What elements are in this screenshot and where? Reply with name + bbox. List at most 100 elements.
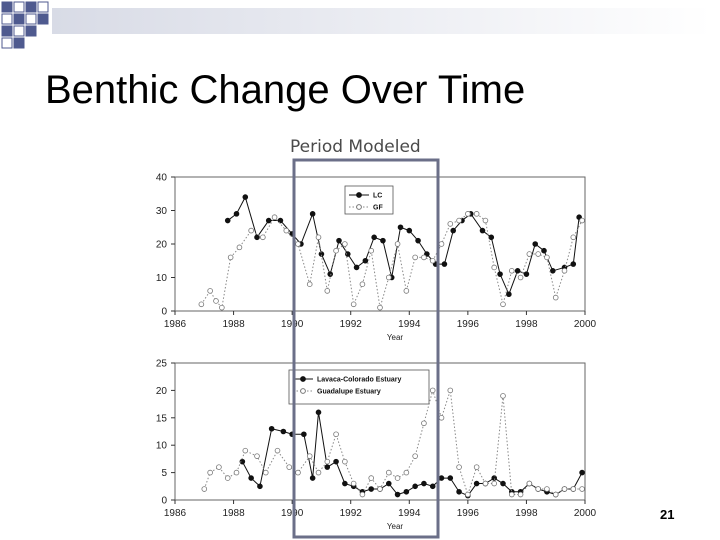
x-tick-label: 1986 [164,319,187,330]
data-point [465,211,471,217]
data-point [207,288,213,294]
x-axis-label: Year [387,333,404,342]
x-axis-label: Year [387,522,404,531]
data-point [333,247,339,254]
data-point [506,291,512,298]
header-square [13,1,25,13]
data-point [535,251,541,257]
data-point [271,214,278,221]
data-point [254,453,260,459]
data-point [412,254,418,261]
data-point [561,486,568,492]
data-point [301,431,307,438]
data-point [342,458,348,465]
data-point [541,247,547,254]
data-point [336,237,342,244]
data-point [198,301,205,308]
x-tick-label: 1990 [281,508,304,519]
chart-panel-1: 0 10 20 30 40 1986 1988 1990 1992 1994 1996 1998 200… [156,173,597,343]
data-point [438,241,445,247]
y-tick-label: 5 [161,468,167,479]
data-point [295,241,301,247]
data-point [248,475,254,481]
data-point [377,304,383,311]
data-point [552,491,559,498]
data-point [283,227,290,234]
y-tick-label: 0 [161,496,167,507]
data-point [517,274,524,281]
data-point [327,271,334,277]
data-point [532,241,539,247]
x-tick-label: 1990 [281,319,304,330]
data-point [403,488,410,495]
data-point [368,486,375,492]
legend-marker [356,204,362,210]
header-square [1,37,13,49]
data-point [368,475,375,481]
data-point [295,469,301,476]
header-square [25,25,37,37]
data-point [380,237,386,244]
data-point [342,241,348,247]
data-point [315,409,322,416]
data-point [268,425,275,432]
data-point [306,281,313,288]
data-point [350,480,357,487]
data-point [447,475,454,481]
data-point [309,475,316,481]
data-point [491,264,498,271]
legend-marker [300,388,306,394]
data-point [479,227,486,234]
x-tick-label: 1986 [164,508,187,519]
data-point [309,211,316,217]
data-point [254,234,260,241]
data-point [362,257,369,264]
data-point [456,217,462,224]
data-point [579,469,585,476]
data-point [441,261,448,267]
y-tick-label: 0 [161,307,167,318]
data-point [242,447,249,454]
legend-label: Lavaca-Colorado Estuary [317,377,402,384]
data-point [315,469,322,476]
data-point [344,251,351,257]
header-square [37,1,49,13]
data-point [465,491,471,498]
header-square [25,1,37,13]
header-square [1,13,13,25]
x-tick-label: 1996 [457,319,480,330]
y-tick-label: 25 [156,359,168,370]
y-tick-label: 30 [156,206,168,217]
data-point [219,304,225,311]
data-point [403,288,410,294]
data-point [397,224,404,231]
data-point [549,267,556,274]
data-point [473,480,480,487]
data-point [333,431,339,438]
x-tick-label: 1992 [340,319,363,330]
data-point [248,227,254,234]
page-title: Benthic Change Over Time [45,68,526,112]
data-point [491,475,498,481]
data-point [570,261,577,267]
data-point [260,234,266,241]
x-tick-label: 1988 [222,319,245,330]
x-tick-label: 1998 [515,319,538,330]
data-point [491,480,498,487]
header-square [13,37,25,49]
data-point [473,464,480,470]
legend-box [288,369,430,405]
data-point [473,211,480,217]
data-point [324,464,331,470]
data-point [280,428,287,435]
y-tick-label: 40 [156,173,168,184]
header-square [37,13,49,25]
data-point [429,483,436,490]
data-point [371,234,377,241]
data-point [415,237,421,244]
data-point [570,486,577,492]
data-point [421,420,427,427]
header-square [1,1,13,13]
data-point [242,194,249,200]
